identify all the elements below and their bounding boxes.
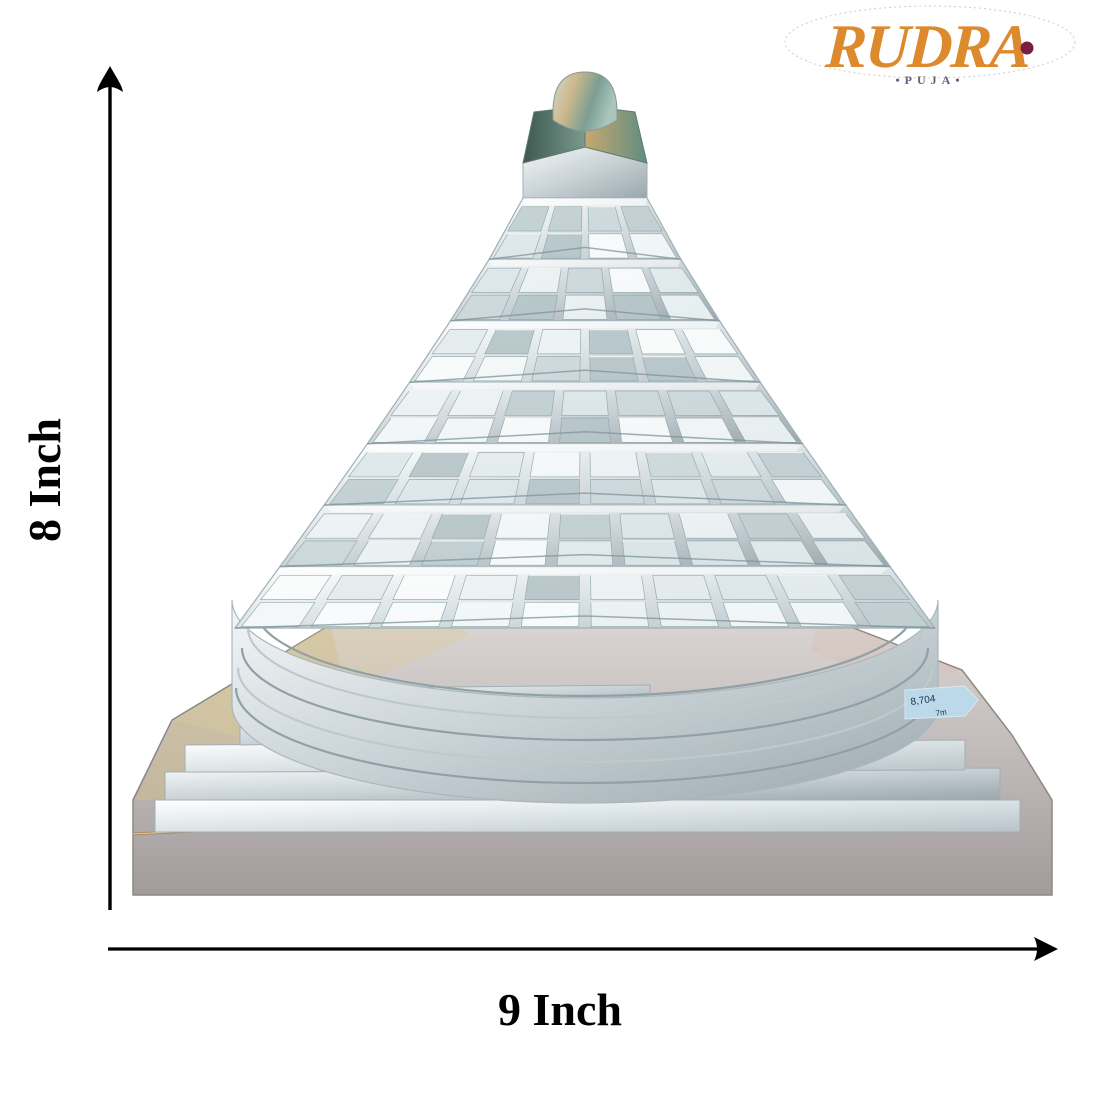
svg-text:•PUJA•: •PUJA• [895, 73, 964, 87]
svg-text:7m: 7m [935, 707, 948, 718]
svg-text:RUDRA: RUDRA [823, 13, 1031, 81]
